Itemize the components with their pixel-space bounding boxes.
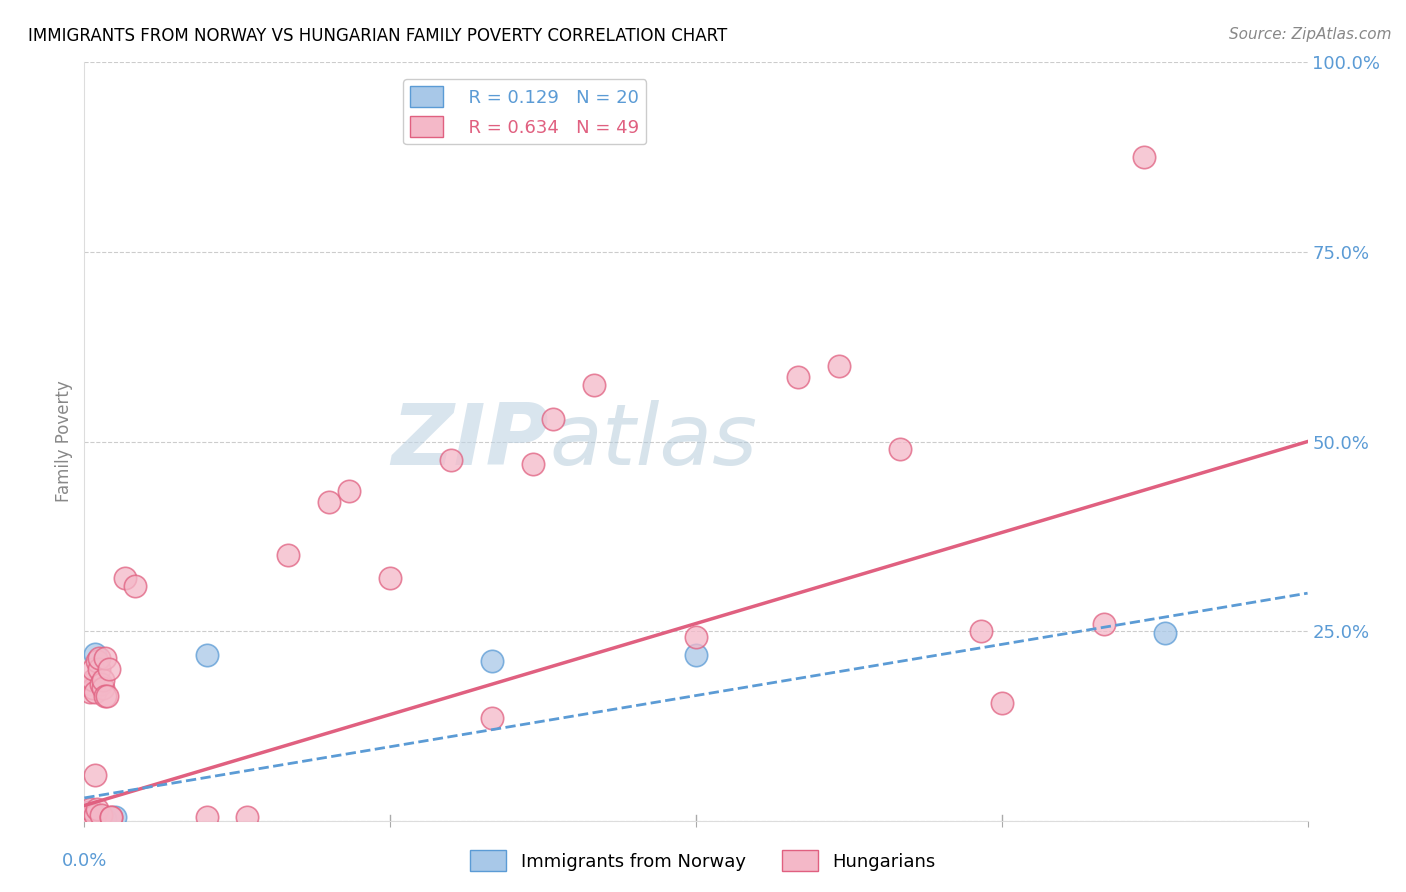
Point <box>86 655 108 669</box>
Point <box>75 807 97 822</box>
Point <box>82 811 104 825</box>
Point <box>91 673 114 688</box>
Point <box>970 624 993 639</box>
Point <box>1092 616 1115 631</box>
Point <box>82 662 104 676</box>
Point <box>481 655 503 669</box>
Legend:   R = 0.129   N = 20,   R = 0.634   N = 49: R = 0.129 N = 20, R = 0.634 N = 49 <box>404 79 647 145</box>
Point <box>93 650 115 665</box>
Point <box>583 377 606 392</box>
Point <box>77 806 100 821</box>
Point <box>318 495 340 509</box>
Point <box>100 810 122 824</box>
Point <box>75 807 97 822</box>
Point <box>77 810 100 824</box>
Point <box>87 662 110 676</box>
Point <box>100 810 122 824</box>
Text: Source: ZipAtlas.com: Source: ZipAtlas.com <box>1229 27 1392 42</box>
Point <box>277 548 299 563</box>
Point <box>83 647 105 661</box>
Point <box>77 811 100 825</box>
Point <box>87 650 110 665</box>
Point <box>91 681 114 695</box>
Point <box>991 696 1014 710</box>
Y-axis label: Family Poverty: Family Poverty <box>55 381 73 502</box>
Point <box>685 630 707 644</box>
Point <box>79 685 101 699</box>
Point <box>195 810 218 824</box>
Point <box>83 809 105 823</box>
Point <box>86 811 108 825</box>
Point <box>828 359 851 373</box>
Point <box>522 458 544 472</box>
Text: IMMIGRANTS FROM NORWAY VS HUNGARIAN FAMILY POVERTY CORRELATION CHART: IMMIGRANTS FROM NORWAY VS HUNGARIAN FAMI… <box>28 27 727 45</box>
Point <box>787 370 810 384</box>
Text: atlas: atlas <box>550 400 758 483</box>
Point <box>83 685 105 699</box>
Point <box>77 807 100 822</box>
Point <box>79 808 101 822</box>
Point <box>195 648 218 663</box>
Point <box>86 802 108 816</box>
Point <box>339 483 361 498</box>
Point <box>96 689 118 703</box>
Point <box>79 811 101 825</box>
Text: 0.0%: 0.0% <box>62 852 107 870</box>
Point <box>75 810 97 824</box>
Point <box>77 805 100 819</box>
Point <box>1133 150 1156 164</box>
Point <box>114 571 136 585</box>
Point <box>1154 625 1177 640</box>
Point <box>889 442 911 457</box>
Point <box>82 681 104 695</box>
Point <box>79 805 101 819</box>
Point <box>93 689 115 703</box>
Point <box>543 412 565 426</box>
Point <box>90 677 112 691</box>
Point <box>82 807 104 822</box>
Point <box>83 768 105 782</box>
Point <box>104 810 127 824</box>
Point <box>79 802 101 816</box>
Point <box>236 810 259 824</box>
Point <box>90 807 112 822</box>
Point <box>124 579 146 593</box>
Point <box>97 662 120 676</box>
Point <box>685 648 707 663</box>
Point <box>380 571 402 585</box>
Point <box>93 812 115 826</box>
Point <box>83 807 105 822</box>
Point <box>75 810 97 824</box>
Point <box>440 453 463 467</box>
Legend: Immigrants from Norway, Hungarians: Immigrants from Norway, Hungarians <box>463 843 943 879</box>
Point <box>77 811 100 825</box>
Point <box>87 810 110 824</box>
Point <box>481 711 503 725</box>
Point <box>79 677 101 691</box>
Text: ZIP: ZIP <box>391 400 550 483</box>
Point <box>82 673 104 688</box>
